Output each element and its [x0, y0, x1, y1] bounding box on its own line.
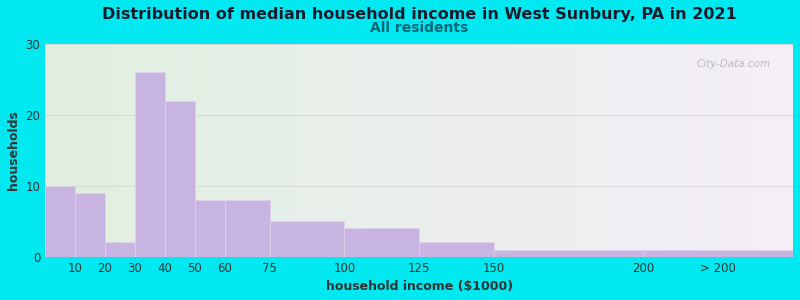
Title: Distribution of median household income in West Sunbury, PA in 2021: Distribution of median household income … — [102, 7, 737, 22]
Text: City-Data.com: City-Data.com — [697, 59, 770, 69]
Bar — [494, 250, 643, 256]
Bar — [46, 186, 75, 256]
Bar — [643, 250, 793, 256]
Bar — [344, 228, 419, 256]
Bar — [419, 242, 494, 256]
Bar — [225, 200, 270, 256]
Bar — [165, 101, 195, 256]
Bar — [195, 200, 225, 256]
Text: All residents: All residents — [370, 21, 468, 35]
Bar — [105, 242, 135, 256]
Bar — [270, 221, 344, 256]
X-axis label: household income ($1000): household income ($1000) — [326, 280, 513, 293]
Bar — [135, 72, 165, 256]
Y-axis label: households: households — [7, 110, 20, 190]
Bar — [75, 193, 105, 256]
